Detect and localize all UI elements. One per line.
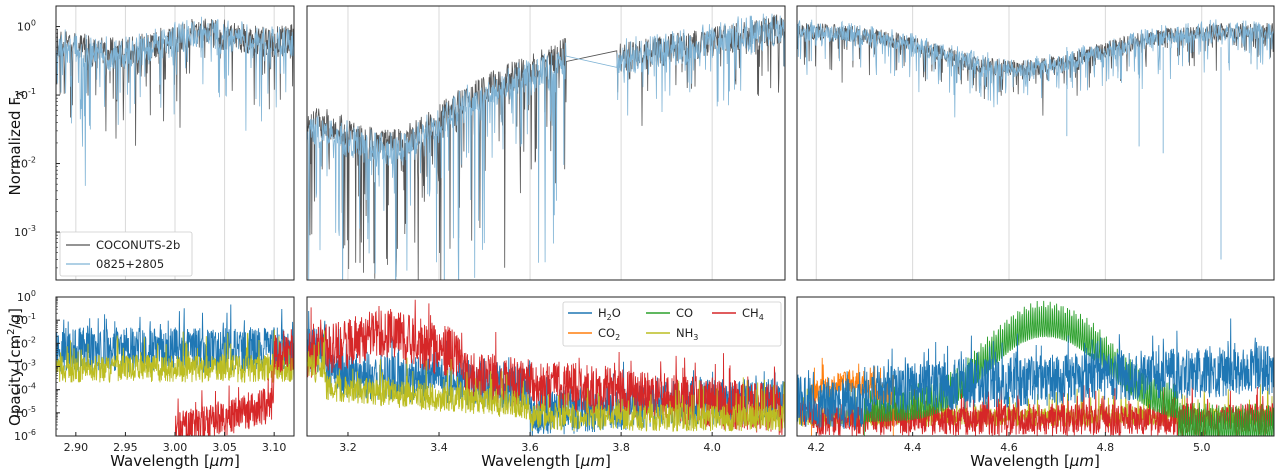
xtick-label-bm-0: 3.2	[339, 441, 357, 454]
xtick-label-bm-3: 3.8	[612, 441, 630, 454]
spectrum-tm-COCONUTS-2b	[307, 14, 785, 280]
panel-top-left-series	[56, 16, 294, 186]
xtick-label-bl-3: 3.05	[212, 441, 237, 454]
xtick-label-br-4: 5.0	[1193, 441, 1211, 454]
x-axis-label-middle: Wavelength [μm]	[481, 452, 611, 470]
panel-top-middle-frame	[306, 5, 786, 281]
legend-label-0825: 0825+2805	[96, 257, 164, 271]
spectrum-tl-COCONUTS-2b	[56, 18, 294, 146]
legend-label-co: CO	[676, 306, 693, 320]
panel-bottom-right-ticks: 4.2 4.4 4.6 4.8 5.0	[808, 432, 1211, 454]
legend-spectra: COCONUTS-2b 0825+2805	[59, 231, 193, 277]
panel-bottom-middle-series	[307, 299, 785, 436]
panel-top-right	[796, 5, 1275, 281]
y-axis-label-flux: Normalized Fλ	[6, 90, 27, 195]
ytick-label-tl-0: 100	[17, 19, 36, 34]
spectrum-tm-0825+2805	[307, 13, 785, 280]
panel-bottom-right: 4.2 4.4 4.6 4.8 5.0	[796, 296, 1275, 454]
opacity-br-H2O	[797, 318, 1274, 430]
panel-bottom-right-series	[797, 300, 1274, 436]
legend-label-ch4: CH4	[742, 306, 764, 322]
opacity-bl-CH4	[174, 329, 294, 436]
xtick-label-br-3: 4.8	[1097, 441, 1115, 454]
xtick-label-bl-4: 3.10	[262, 441, 287, 454]
legend-molecules: H2O CO CH4 CO2 NH3	[562, 301, 782, 347]
legend-label-coconuts: COCONUTS-2b	[96, 238, 180, 252]
xtick-label-bm-4: 4.0	[703, 441, 721, 454]
panel-bottom-middle: 3.2 3.4 3.6 3.8 4.0	[306, 296, 786, 454]
panel-bottom-right-frame	[796, 296, 1275, 437]
opacity-bl-H2O	[56, 304, 294, 374]
legend-label-co2: CO2	[598, 326, 620, 342]
xtick-label-bm-2: 3.6	[521, 441, 539, 454]
spectrum-tl-0825+2805	[56, 16, 294, 186]
panel-top-right-frame	[796, 5, 1275, 281]
spectrum-tr-0825+2805	[797, 19, 1274, 118]
xtick-label-bl-0: 2.90	[64, 441, 89, 454]
panel-top-left-frame	[55, 5, 295, 281]
legend-label-nh3: NH3	[676, 326, 698, 342]
xtick-label-br-0: 4.2	[808, 441, 826, 454]
panel-top-right-grid	[815, 6, 1203, 280]
panel-top-middle	[306, 5, 786, 281]
panel-bottom-left-series	[56, 304, 294, 436]
xtick-label-bl-2: 3.00	[163, 441, 188, 454]
panel-top-middle-series	[307, 13, 785, 280]
panel-bottom-middle-frame	[306, 296, 786, 437]
opacity-bm-NH3	[307, 330, 785, 432]
ytick-label-tl-3: 10-3	[14, 224, 36, 239]
legend-spectra-box	[59, 231, 193, 277]
panel-top-right-series	[797, 19, 1274, 260]
opacity-bl-NH3	[56, 329, 294, 384]
ytick-label-bl-0: 100	[17, 289, 36, 304]
x-axis-label-right: Wavelength [μm]	[970, 452, 1100, 470]
opacity-br-CO	[863, 300, 1274, 436]
panel-bottom-left-frame	[55, 296, 295, 437]
ytick-label-bl-6: 10-6	[14, 428, 36, 443]
legend-label-h2o: H2O	[598, 306, 621, 322]
xtick-label-br-1: 4.4	[904, 441, 922, 454]
xtick-label-bl-1: 2.95	[113, 441, 138, 454]
xtick-label-br-2: 4.6	[1000, 441, 1018, 454]
opacity-bm-CH4	[307, 299, 785, 436]
xtick-label-bm-1: 3.4	[430, 441, 448, 454]
panel-bottom-middle-ticks: 3.2 3.4 3.6 3.8 4.0	[339, 432, 721, 454]
y-axis-label-opacity: Opacity [cm2/g]	[6, 308, 24, 426]
x-axis-label-left: Wavelength [μm]	[110, 452, 240, 470]
